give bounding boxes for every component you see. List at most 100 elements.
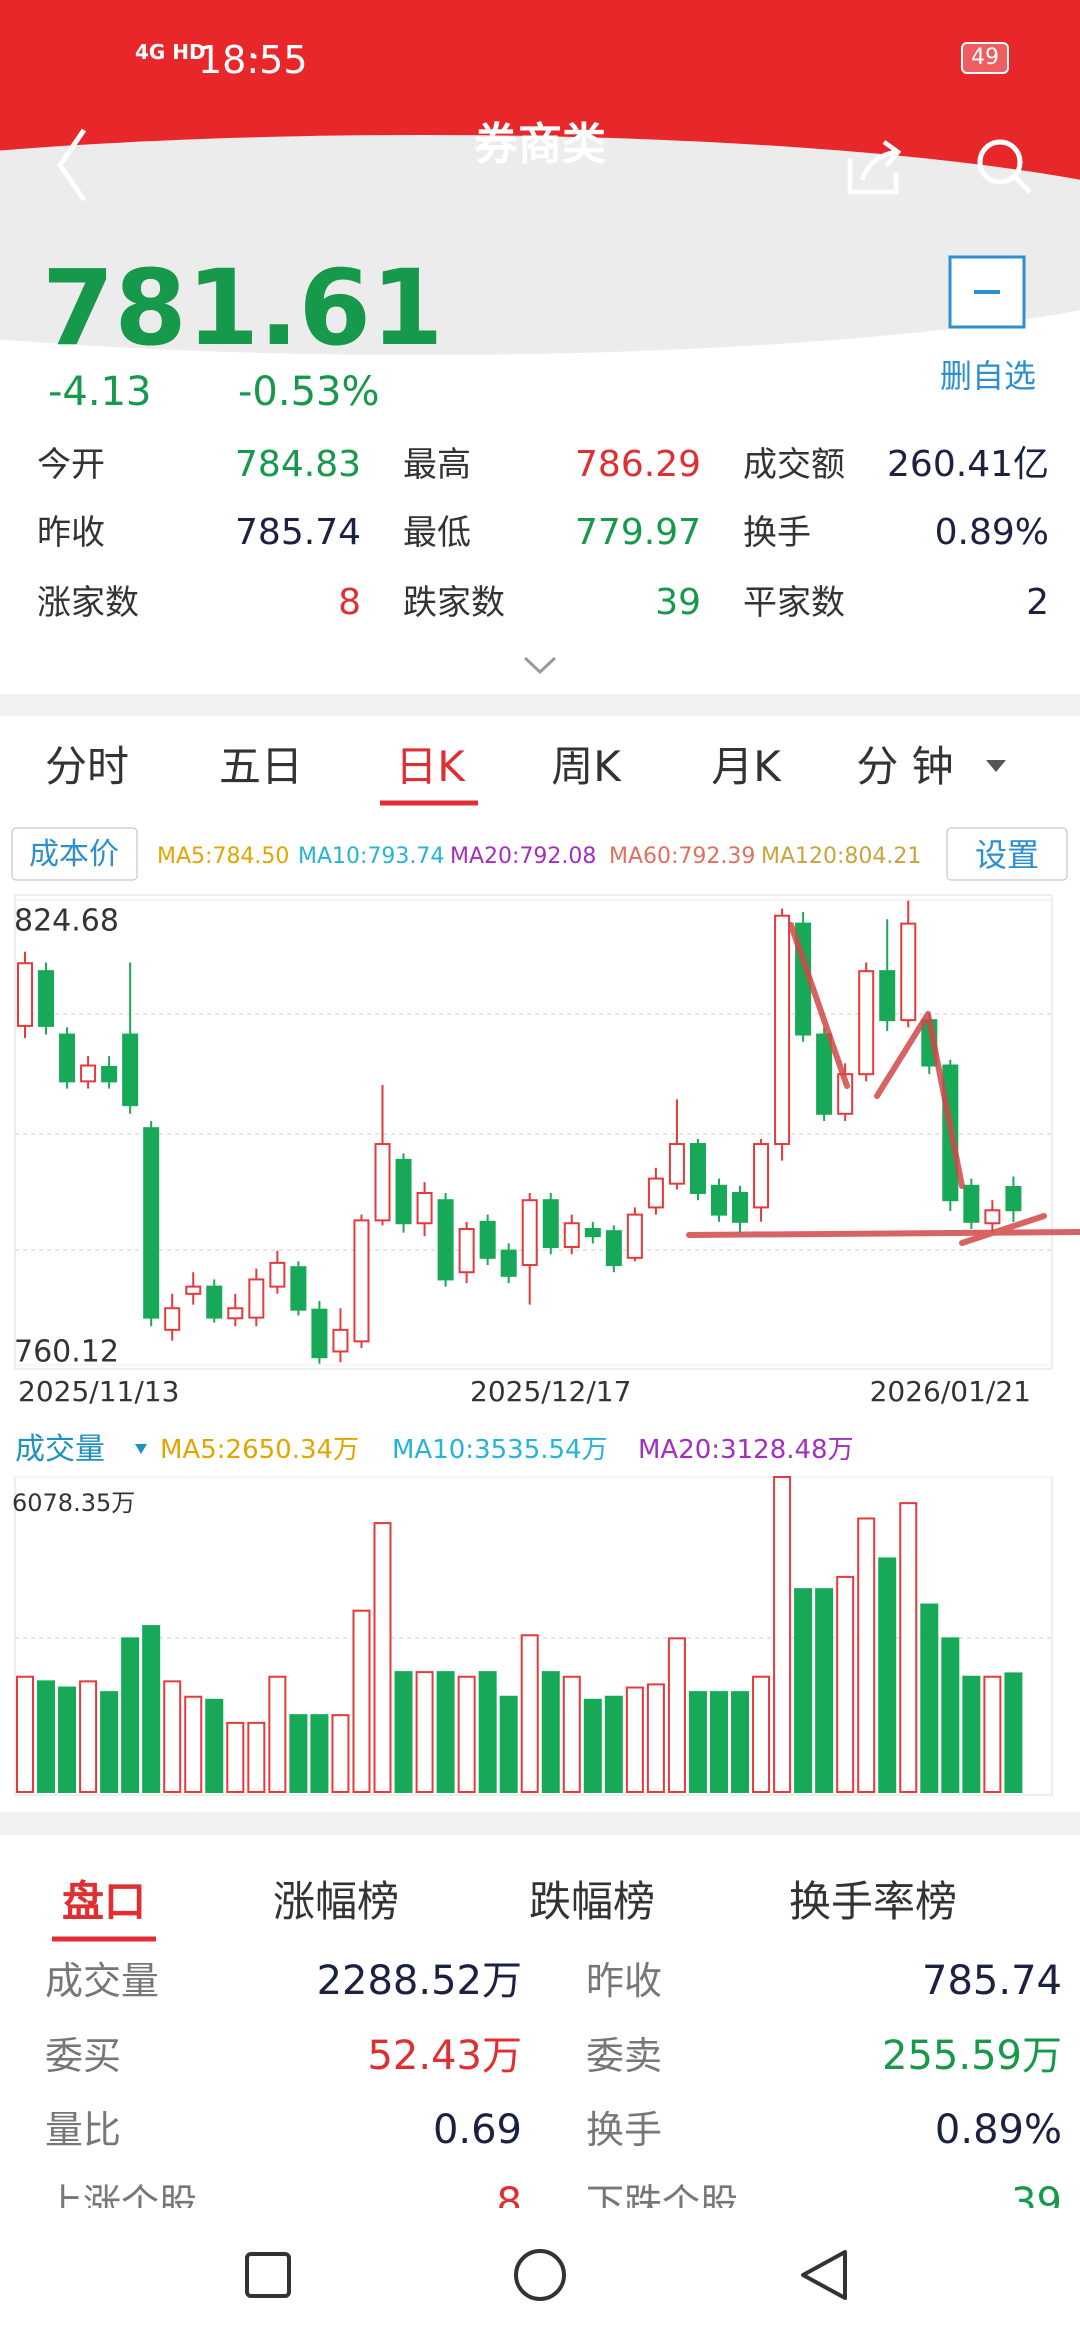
volume-bar	[878, 1557, 897, 1793]
candle-body	[374, 1143, 391, 1222]
cost-button[interactable]: 成本价	[29, 837, 119, 872]
volume-bar	[499, 1695, 518, 1793]
candle-body	[647, 1177, 664, 1209]
back-button[interactable]	[801, 2250, 847, 2300]
bottom-tab[interactable]: 盘口	[61, 1877, 147, 1926]
dropdown-icon	[986, 760, 1006, 772]
candle-body	[963, 1184, 980, 1223]
search-icon[interactable]	[977, 139, 1032, 194]
watch-button[interactable]: 删自选	[939, 357, 1037, 395]
candle-body	[185, 1285, 202, 1295]
candle-body	[668, 1143, 685, 1185]
volume-bar	[163, 1680, 182, 1793]
volume-bar	[184, 1695, 203, 1793]
stat-label: 今开	[37, 445, 105, 485]
stat-label: 跌家数	[403, 583, 505, 623]
y-tick-label: 824.68	[14, 904, 119, 939]
candle-body	[311, 1308, 328, 1359]
volume-bar	[646, 1683, 665, 1794]
volume-bar	[920, 1603, 939, 1793]
candle-body	[101, 1065, 118, 1083]
stat-value: 2	[1026, 582, 1049, 623]
volume-bar	[436, 1671, 455, 1794]
candle-body	[122, 1033, 139, 1107]
table-label: 委买	[45, 2034, 122, 2078]
settings-button[interactable]: 设置	[974, 836, 1040, 874]
volume-bar	[16, 1675, 34, 1793]
stat-label: 平家数	[743, 583, 845, 623]
volume-bar	[121, 1637, 140, 1793]
hand-drawn-lines	[686, 922, 1080, 1246]
volume-bar	[815, 1588, 834, 1793]
volume-bar	[962, 1675, 981, 1793]
stat-label: 换手	[743, 513, 811, 553]
table-label: 委卖	[586, 2034, 663, 2078]
candle-body	[80, 1064, 97, 1083]
volume-bar	[142, 1625, 161, 1794]
candle-body	[59, 1033, 76, 1083]
volume-title[interactable]: 成交量	[15, 1432, 105, 1467]
volume-bar	[625, 1686, 644, 1794]
cost-button-box[interactable]	[11, 827, 138, 881]
share-icon[interactable]	[847, 140, 902, 195]
candle-body	[1005, 1186, 1022, 1212]
recent-button[interactable]	[245, 2252, 291, 2298]
candle-body	[164, 1307, 181, 1331]
period-tab[interactable]: 五日	[218, 742, 304, 791]
bottom-tab[interactable]: 换手率榜	[788, 1877, 958, 1926]
period-tab[interactable]: 周K	[551, 742, 621, 791]
time: 18:55	[198, 38, 308, 82]
divider	[0, 694, 1080, 716]
volume-bar	[394, 1671, 413, 1794]
change-pct: -0.53%	[238, 369, 380, 415]
table-label: 成交量	[45, 1959, 160, 2003]
volume-bar	[731, 1691, 750, 1794]
bottom-tab[interactable]: 涨幅榜	[272, 1877, 400, 1926]
volume-bar	[857, 1517, 876, 1794]
period-tab[interactable]: 分 钟	[856, 742, 954, 791]
stat-value: 784.83	[235, 444, 361, 485]
period-tab[interactable]: 分时	[44, 742, 130, 791]
battery: 49	[961, 42, 1009, 74]
table-value: 52.43万	[367, 2033, 522, 2079]
candle-body	[816, 1033, 833, 1115]
home-button[interactable]	[514, 2249, 566, 2301]
stat-label: 涨家数	[37, 583, 139, 623]
nav-bar	[0, 2208, 1080, 2340]
volume-bar	[79, 1680, 98, 1793]
volume-bar	[688, 1691, 707, 1794]
stat-label: 成交额	[743, 445, 845, 485]
candle-body	[269, 1261, 286, 1288]
table-value: 255.59万	[882, 2033, 1062, 2079]
table-label: 昨收	[586, 1959, 663, 2003]
volume-bar	[457, 1675, 476, 1793]
volume-bar	[205, 1698, 224, 1793]
table-value: 0.69	[432, 2107, 522, 2153]
stat-value: 785.74	[235, 512, 361, 553]
candle-body	[900, 922, 917, 1022]
volume-bar	[773, 1476, 792, 1794]
volume-bar	[226, 1721, 245, 1794]
network: 4G HD	[135, 40, 206, 64]
back-icon[interactable]	[56, 128, 87, 202]
volume-bar	[983, 1675, 1002, 1793]
expand-icon[interactable]	[523, 656, 557, 675]
bottom-tab[interactable]: 跌幅榜	[528, 1877, 656, 1926]
candle-body	[984, 1209, 1001, 1225]
period-tab[interactable]: 日K	[395, 742, 465, 791]
candle-body	[858, 970, 875, 1076]
x-tick-label: 2026/01/21	[870, 1375, 1031, 1408]
volume-bar	[709, 1691, 728, 1794]
volume-bar	[415, 1671, 434, 1794]
candle-body	[290, 1266, 307, 1311]
volume-bar	[310, 1714, 329, 1794]
ma-legend: MA60:792.39	[609, 844, 756, 869]
period-tab[interactable]: 月K	[711, 742, 781, 791]
volume-bar	[794, 1588, 813, 1793]
settings-button-box[interactable]	[946, 827, 1068, 881]
candle-body	[626, 1213, 643, 1259]
x-tick-label: 2025/12/17	[470, 1375, 631, 1408]
volume-bar	[562, 1675, 581, 1793]
